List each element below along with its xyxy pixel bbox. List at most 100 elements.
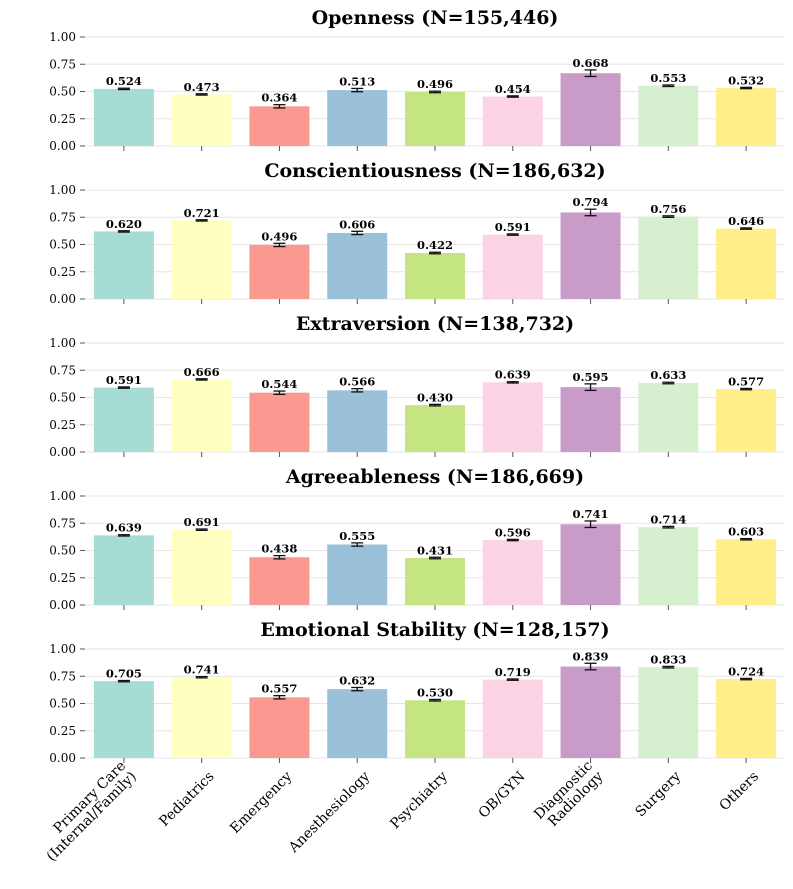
ytick-label: 0.25 xyxy=(49,724,76,738)
data-label: 0.422 xyxy=(417,238,453,252)
data-label: 0.639 xyxy=(106,521,142,535)
data-label: 0.577 xyxy=(728,374,764,388)
data-label: 0.603 xyxy=(728,525,764,539)
bar xyxy=(482,234,543,299)
data-label: 0.639 xyxy=(495,368,531,382)
bar xyxy=(405,558,465,605)
data-label: 0.756 xyxy=(650,202,686,216)
ytick-label: 1.00 xyxy=(49,642,76,656)
ytick-label: 0.25 xyxy=(49,112,76,126)
data-label: 0.719 xyxy=(495,665,531,679)
ytick-label: 0.75 xyxy=(49,57,76,71)
bar xyxy=(249,697,310,758)
data-label: 0.668 xyxy=(573,56,609,70)
bar xyxy=(560,73,621,146)
bar xyxy=(249,392,310,452)
data-label: 0.431 xyxy=(417,543,453,557)
ytick-label: 0.50 xyxy=(49,85,76,99)
xtick-label: Emergency xyxy=(227,769,295,837)
data-label: 0.496 xyxy=(417,77,453,91)
data-label: 0.620 xyxy=(106,217,142,231)
data-label: 0.839 xyxy=(573,649,609,663)
data-label: 0.544 xyxy=(261,377,297,391)
ytick-label: 0.00 xyxy=(49,751,76,765)
xtick-label: Others xyxy=(717,769,762,814)
ytick-label: 0.00 xyxy=(49,598,76,612)
bar xyxy=(171,677,232,758)
panel-title: Openness (N=155,446) xyxy=(312,7,559,29)
ytick-label: 0.75 xyxy=(49,516,76,530)
ytick-label: 0.25 xyxy=(49,418,76,432)
ytick-label: 0.50 xyxy=(49,238,76,252)
ytick-label: 1.00 xyxy=(49,30,76,44)
bar xyxy=(327,90,388,146)
data-label: 0.591 xyxy=(495,220,531,234)
ytick-label: 0.50 xyxy=(49,391,76,405)
data-label: 0.454 xyxy=(495,82,531,96)
bar xyxy=(171,94,232,146)
panel-title: Conscientiousness (N=186,632) xyxy=(264,160,605,182)
data-label: 0.606 xyxy=(339,217,375,231)
xtick-label: Psychiatry xyxy=(387,769,451,833)
data-label: 0.532 xyxy=(728,73,764,87)
ytick-label: 0.75 xyxy=(49,363,76,377)
ytick-label: 0.75 xyxy=(49,210,76,224)
ytick-label: 1.00 xyxy=(49,336,76,350)
bar xyxy=(93,387,154,452)
data-label: 0.646 xyxy=(728,214,764,228)
bar xyxy=(716,539,777,605)
bar xyxy=(171,220,232,299)
panel-title: Emotional Stability (N=128,157) xyxy=(260,619,609,641)
bar xyxy=(405,405,465,452)
ytick-label: 0.00 xyxy=(49,292,76,306)
data-label: 0.591 xyxy=(106,373,142,387)
bar xyxy=(638,216,699,299)
data-label: 0.513 xyxy=(339,74,375,88)
data-label: 0.833 xyxy=(650,652,686,666)
ytick-label: 0.25 xyxy=(49,265,76,279)
bar xyxy=(93,231,154,299)
bar xyxy=(560,387,621,452)
bar xyxy=(249,244,310,299)
data-label: 0.595 xyxy=(573,370,609,384)
bar xyxy=(93,88,154,146)
xtick-label: DiagnosticRadiology xyxy=(531,758,606,833)
data-label: 0.596 xyxy=(495,525,531,539)
data-label: 0.496 xyxy=(261,229,297,243)
data-label: 0.364 xyxy=(261,91,297,105)
data-label: 0.633 xyxy=(650,368,686,382)
data-label: 0.714 xyxy=(650,512,686,526)
bar xyxy=(405,253,465,299)
ytick-label: 0.00 xyxy=(49,139,76,153)
xtick-label: Anesthesiology xyxy=(285,769,373,857)
bar xyxy=(482,96,543,146)
data-label: 0.794 xyxy=(573,195,609,209)
ytick-label: 1.00 xyxy=(49,183,76,197)
bar xyxy=(327,689,388,758)
bar xyxy=(327,232,388,299)
data-label: 0.557 xyxy=(261,682,297,696)
bar xyxy=(171,529,232,605)
bar xyxy=(249,557,310,605)
bar xyxy=(638,85,699,146)
data-label: 0.530 xyxy=(417,685,453,699)
ytick-label: 0.75 xyxy=(49,669,76,683)
bar xyxy=(560,666,621,758)
ytick-label: 0.50 xyxy=(49,697,76,711)
ytick-label: 1.00 xyxy=(49,489,76,503)
data-label: 0.741 xyxy=(573,507,609,521)
bar xyxy=(327,390,388,452)
bar xyxy=(638,383,699,452)
bar xyxy=(716,228,777,299)
data-label: 0.721 xyxy=(184,206,220,220)
bar xyxy=(482,382,543,452)
bar xyxy=(327,544,388,605)
data-label: 0.473 xyxy=(184,80,220,94)
data-label: 0.566 xyxy=(339,375,375,389)
bar xyxy=(93,535,154,605)
data-label: 0.555 xyxy=(339,529,375,543)
bar xyxy=(405,91,465,146)
ytick-label: 0.50 xyxy=(49,544,76,558)
xtick-label: Pediatrics xyxy=(156,769,217,830)
